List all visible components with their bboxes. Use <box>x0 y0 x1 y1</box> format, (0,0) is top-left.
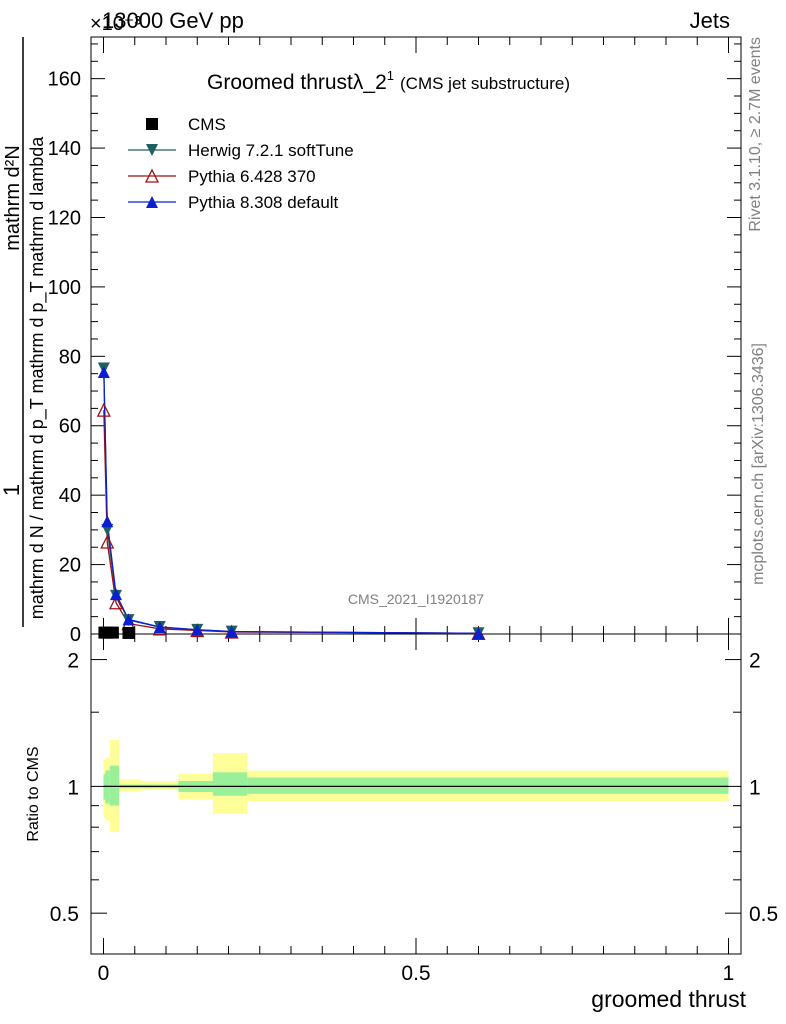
ratio-band-inner <box>109 765 120 806</box>
series-3 <box>103 371 479 634</box>
y-tick-label: 120 <box>48 207 81 229</box>
main-y-ticks: 0 20 40 60 80 100 120 140 160 <box>48 43 741 646</box>
ratio-y-tick-label-right: 1 <box>749 776 761 799</box>
y-tick-label: 40 <box>59 485 81 507</box>
series-markers-0 <box>98 626 135 639</box>
x-tick-label: 0.5 <box>401 962 430 985</box>
series-line <box>103 371 479 634</box>
ratio-y-tick-label: 0.5 <box>50 903 79 926</box>
process-label: Jets <box>690 8 730 33</box>
legend-marker <box>146 196 158 208</box>
mcplots-label: mcplots.cern.ch [arXiv:1306.3436] <box>750 343 767 585</box>
plot-title-sub: (CMS jet substructure) <box>400 74 570 93</box>
data-point <box>191 623 204 636</box>
data-point <box>122 626 135 639</box>
legend-label: CMS <box>188 115 226 134</box>
data-point <box>100 534 115 549</box>
ratio-y-tick-label-right: 0.5 <box>749 903 778 926</box>
y-tick-label: 80 <box>59 346 81 368</box>
main-y-axis-label: 1 mathrm d N / mathrm d p_T mathrm d p_T… <box>0 37 48 627</box>
y-tick-label: 100 <box>48 277 81 299</box>
ratio-band-inner <box>212 772 248 796</box>
data-point <box>472 627 485 640</box>
y-tick-label: 60 <box>59 416 81 438</box>
ratio-x-ticks: 0 0.5 1 <box>98 634 735 985</box>
legend: CMS Herwig 7.2.1 softTune Pythia 6.428 370… <box>128 115 354 212</box>
ratio-y-ticks: 0.5 0.5 1 1 2 2 <box>50 650 778 927</box>
y-label-numerator: 1 <box>0 484 24 496</box>
data-point <box>153 621 166 634</box>
plot-title: Groomed thrustλ_21 (CMS jet substructure) <box>207 68 570 94</box>
main-series <box>96 362 486 640</box>
y-tick-label: 0 <box>70 624 81 646</box>
data-point <box>97 365 110 378</box>
y-label-denominator: mathrm d N / mathrm d p_T mathrm d p_T m… <box>27 136 48 619</box>
legend-label: Pythia 6.428 370 <box>188 167 316 186</box>
plot-title-sup: 1 <box>387 68 394 83</box>
ratio-band-inner <box>247 777 729 794</box>
data-point <box>96 402 111 417</box>
ratio-y-tick-label-right: 2 <box>749 650 761 673</box>
ratio-band-inner <box>105 770 110 804</box>
rivet-version-label: Rivet 3.1.10, ≥ 2.7M events <box>747 37 764 232</box>
data-point <box>122 613 135 626</box>
energy-label: 13000 GeV pp <box>102 8 244 33</box>
plot-title-main: Groomed thrustλ_2 <box>207 71 387 94</box>
y-tick-label: 160 <box>48 69 81 91</box>
data-point <box>110 588 122 601</box>
legend-marker <box>144 168 160 183</box>
x-tick-label: 0 <box>98 962 110 985</box>
legend-label: Herwig 7.2.1 softTune <box>188 141 354 160</box>
x-tick-label: 1 <box>723 962 735 985</box>
x-axis-label: groomed thrust <box>591 986 746 1012</box>
legend-marker <box>146 144 158 156</box>
data-point <box>101 515 114 528</box>
data-point <box>225 625 238 638</box>
ratio-y-tick-label: 2 <box>67 650 79 673</box>
legend-marker <box>146 118 158 130</box>
series-markers-3 <box>97 365 485 640</box>
y-multiplier-label: ×10⁻³ <box>90 13 141 35</box>
ratio-y-tick-label: 1 <box>67 776 79 799</box>
data-point <box>106 626 119 639</box>
data-point <box>108 595 124 610</box>
analysis-id: CMS_2021_I1920187 <box>348 591 484 607</box>
y-tick-label: 20 <box>59 555 81 577</box>
y-label-fraction-top: mathrm d²N <box>2 145 24 251</box>
y-tick-label: 140 <box>48 138 81 160</box>
ratio-y-axis-label: Ratio to CMS <box>25 746 42 841</box>
legend-label: Pythia 8.308 default <box>188 193 339 212</box>
